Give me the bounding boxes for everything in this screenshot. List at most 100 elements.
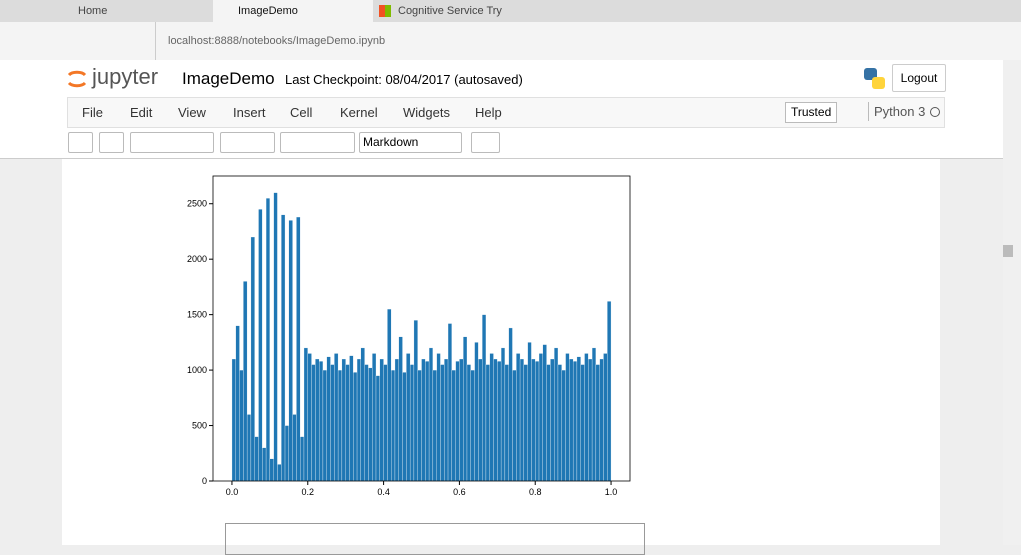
add-button[interactable]	[99, 132, 124, 153]
bar	[334, 353, 339, 482]
bar	[368, 367, 373, 482]
bar	[353, 372, 358, 482]
bar	[235, 325, 240, 482]
menubar: File Edit View Insert Cell Kernel Widget…	[67, 97, 945, 128]
bar	[315, 358, 320, 482]
bar	[372, 353, 377, 482]
scrollbar	[1003, 60, 1021, 545]
bar	[375, 375, 380, 482]
menu-item[interactable]: Insert	[233, 105, 266, 120]
bar	[337, 369, 343, 482]
edit-buttons[interactable]	[130, 132, 214, 153]
bar	[538, 353, 543, 482]
bar	[607, 301, 612, 482]
bar	[239, 369, 244, 482]
bar	[497, 361, 502, 482]
bar	[284, 425, 289, 482]
keyboard-button[interactable]	[471, 132, 500, 153]
bar	[459, 358, 464, 482]
bar	[440, 364, 445, 482]
trusted-button[interactable]: Trusted	[785, 102, 838, 123]
bar	[281, 214, 286, 482]
next-output	[225, 523, 645, 555]
menu-item[interactable]: Cell	[290, 105, 313, 120]
bar	[277, 464, 282, 482]
jupyter-logo-icon	[67, 70, 87, 88]
notebook-name[interactable]: ImageDemo	[182, 69, 275, 88]
save-button[interactable]	[68, 132, 93, 153]
bar	[364, 364, 369, 482]
tab-title: ImageDemo	[238, 5, 298, 17]
kernel-name: Python 3	[868, 102, 925, 121]
bar	[417, 369, 422, 482]
run-buttons[interactable]	[280, 132, 355, 153]
bar	[398, 336, 403, 482]
bar	[519, 358, 525, 482]
bar	[254, 436, 259, 482]
cell-type-select[interactable]: Markdown	[359, 132, 462, 153]
bar	[394, 358, 399, 482]
tab[interactable]: Home	[52, 0, 212, 22]
bar	[591, 347, 597, 482]
url[interactable]: localhost:8888/notebooks/ImageDemo.ipynb	[155, 22, 808, 60]
bar	[599, 358, 604, 482]
python-logo	[864, 68, 885, 89]
menu-item[interactable]: Edit	[130, 105, 153, 120]
bar	[413, 320, 418, 482]
y-tick-label: 0	[202, 476, 207, 486]
checkpoint: Last Checkpoint: 08/04/2017 (autosaved)	[285, 72, 523, 87]
bar	[482, 314, 487, 482]
tab-active[interactable]: ImageDemo	[213, 0, 373, 22]
bar	[409, 364, 415, 482]
bar	[250, 236, 255, 482]
histogram-chart: 0 500 1000 1500 2000 2500 0.0 0.2 0.4 0.6 0.8 1.0	[187, 175, 631, 497]
bar	[402, 372, 407, 482]
bar	[387, 308, 392, 482]
tab-title: Home	[78, 5, 108, 17]
menu-item[interactable]: View	[178, 105, 206, 120]
bar	[527, 342, 532, 482]
bar	[500, 347, 506, 482]
bar	[489, 353, 494, 482]
move-buttons[interactable]	[220, 132, 275, 153]
logout-button[interactable]: Logout	[892, 64, 946, 92]
bar	[330, 364, 335, 482]
jupyter-logo: jupyter	[92, 64, 159, 89]
y-tick-label: 500	[192, 421, 207, 431]
kernel-indicator	[930, 107, 940, 117]
bar	[572, 361, 578, 482]
bar	[391, 369, 396, 482]
y-tick-label: 1500	[187, 310, 207, 320]
menu-item[interactable]: Kernel	[340, 105, 378, 120]
menu-item[interactable]: File	[82, 105, 103, 120]
axes-frame	[212, 175, 631, 482]
bar	[303, 347, 308, 482]
bar	[379, 358, 384, 482]
bar	[516, 353, 521, 482]
bar	[421, 358, 426, 482]
scroll-thumb[interactable]	[1003, 245, 1013, 257]
bar	[231, 358, 236, 482]
bar	[595, 364, 600, 482]
bar	[269, 458, 274, 482]
tab[interactable]: Cognitive Service Try experi	[373, 0, 533, 39]
tab-bar: Home ImageDemo Cognitive Service Try exp…	[0, 0, 1021, 39]
x-tick-label: 0.4	[377, 487, 390, 497]
bar	[588, 358, 593, 482]
menu-item[interactable]: Help	[475, 105, 502, 120]
bar	[504, 364, 509, 482]
bar	[311, 364, 316, 482]
bar	[265, 198, 271, 482]
bar	[300, 436, 305, 482]
bar	[326, 356, 331, 482]
bar	[345, 364, 350, 482]
bar	[322, 369, 327, 482]
bar	[432, 369, 437, 482]
url-text: localhost:8888/notebooks/ImageDemo.ipynb	[168, 35, 386, 47]
menu-item[interactable]: Widgets	[403, 105, 450, 120]
x-tick-label: 0.2	[302, 487, 315, 497]
x-tick-label: 1.0	[605, 487, 618, 497]
bar	[565, 353, 570, 482]
bar	[512, 369, 517, 482]
